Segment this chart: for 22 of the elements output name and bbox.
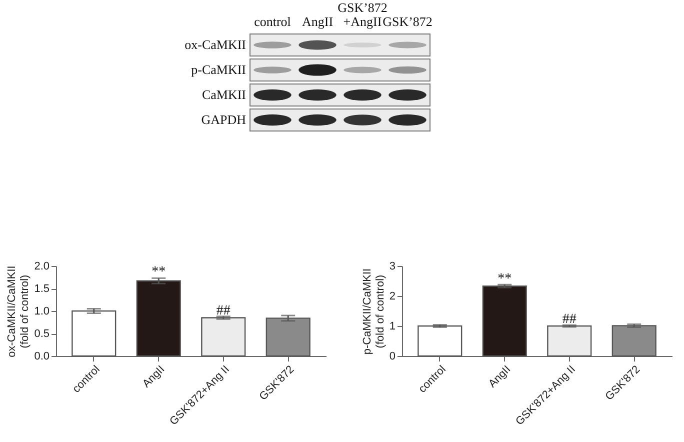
y-tick-label: 2 [389,290,396,302]
category-label: p-CaMKII [191,62,246,77]
category-label: GAPDH [201,112,246,127]
category-label: CaMKII [202,87,246,102]
annotation: ** [498,271,512,286]
category-label: AngII [302,14,334,29]
y-tick-label: 1 [389,320,396,332]
annotation: ## [216,303,230,318]
y-axis-title: p-CaMKII/CaMKII (fold of control) [361,268,386,355]
y-tick-label: 0 [389,350,396,362]
annotation: ## [562,312,576,328]
annotation: ** [152,264,166,280]
y-tick-label: 1.5 [34,283,50,295]
y-tick-label: 0.5 [34,328,50,340]
category-label: control [254,14,291,29]
y-axis-title: ox-CaMKII/CaMKII (fold of control) [6,266,32,358]
category-label: GSK’872 [382,14,432,29]
y-tick-label: 2.0 [34,260,50,272]
y-tick-label: 3 [389,260,396,272]
y-tick-label: 0.0 [34,350,50,362]
category-label: ox-CaMKII [184,37,246,52]
y-tick-label: 1.0 [34,306,50,318]
